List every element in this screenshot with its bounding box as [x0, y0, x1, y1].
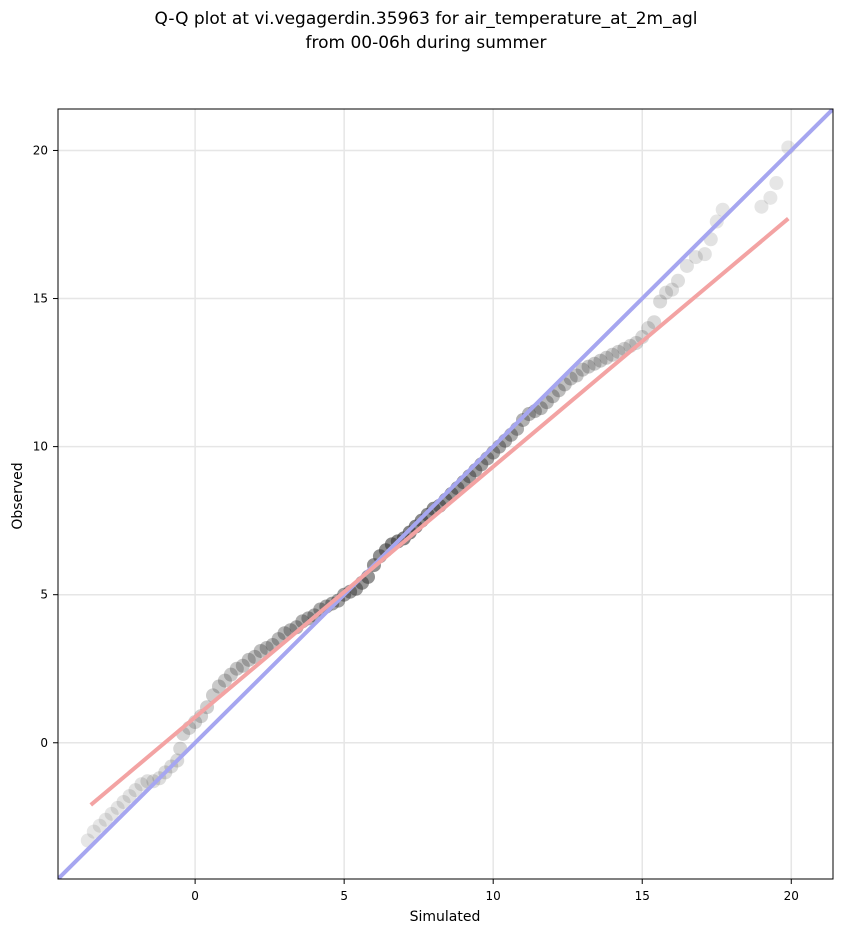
- identity-line: [58, 109, 833, 879]
- qq-point: [665, 282, 680, 297]
- qq-point: [104, 806, 119, 821]
- qq-point: [86, 824, 101, 839]
- qq-point: [593, 353, 608, 368]
- x-axis-ticks: 0 5 10 15 20: [191, 879, 799, 903]
- y-tick-label: 20: [33, 143, 48, 157]
- qq-point: [116, 795, 131, 809]
- qq-point: [569, 368, 584, 383]
- qq-point: [516, 412, 530, 427]
- qq-point: [688, 250, 703, 265]
- qq-point: [611, 344, 626, 359]
- x-tick-label: 15: [635, 889, 650, 903]
- x-tick-label: 0: [191, 889, 199, 903]
- qq-point: [575, 362, 590, 377]
- plot-area-frame: [57, 108, 834, 880]
- qq-point: [647, 315, 662, 330]
- qq-point: [605, 347, 620, 362]
- qq-point: [581, 359, 596, 374]
- chart-title-line-2: from 00-06h during summer: [306, 33, 547, 53]
- qq-point: [587, 356, 602, 371]
- qq-point: [247, 649, 262, 664]
- qq-point: [629, 335, 644, 350]
- qq-point: [235, 658, 250, 673]
- quantile-points: [80, 140, 796, 848]
- qq-point: [223, 667, 238, 682]
- qq-point: [110, 800, 125, 815]
- chart-title-line-1: Q-Q plot at vi.vegagerdin.35963 for air_…: [154, 9, 697, 29]
- qq-point: [521, 407, 536, 422]
- qq-point: [146, 774, 161, 789]
- y-axis-ticks: 0 5 10 15 20: [33, 143, 58, 750]
- qq-point: [653, 294, 668, 309]
- qq-point: [217, 673, 232, 688]
- qq-point: [671, 273, 685, 288]
- qq-point: [241, 652, 256, 667]
- qq-point: [709, 214, 724, 229]
- qq-point: [599, 350, 614, 365]
- qq-point: [92, 818, 107, 833]
- qq-point: [301, 611, 316, 626]
- qq-point: [211, 679, 226, 694]
- qq-point: [128, 783, 143, 798]
- qq-point: [229, 661, 244, 676]
- x-tick-label: 20: [784, 889, 799, 903]
- x-tick-label: 5: [340, 889, 348, 903]
- x-axis-label: Simulated: [410, 909, 481, 925]
- qq-point: [253, 643, 268, 658]
- qq-point: [259, 641, 274, 655]
- y-tick-label: 5: [40, 588, 48, 602]
- qq-point: [697, 247, 712, 262]
- qq-point: [763, 190, 778, 205]
- qq-point: [659, 285, 674, 300]
- x-tick-label: 10: [486, 889, 501, 903]
- qq-point: [754, 199, 769, 214]
- qq-point: [134, 777, 149, 792]
- y-tick-label: 0: [40, 736, 48, 750]
- y-axis-label: Observed: [10, 462, 26, 529]
- grid-lines: [58, 109, 833, 879]
- qq-point: [122, 789, 137, 804]
- qq-point: [679, 258, 694, 273]
- y-tick-label: 15: [33, 292, 48, 306]
- regression-fit-line: [89, 217, 790, 807]
- qq-point: [769, 176, 784, 191]
- qq-point: [98, 812, 113, 827]
- y-tick-label: 10: [33, 440, 48, 454]
